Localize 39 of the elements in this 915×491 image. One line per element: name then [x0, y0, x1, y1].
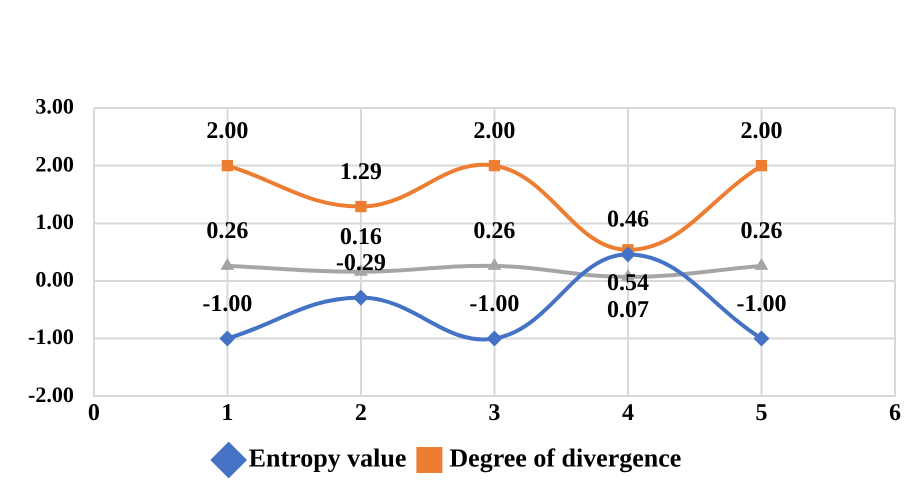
x-tick-label: 0: [88, 400, 100, 426]
point: [486, 330, 502, 347]
x-tick-label: 2: [354, 400, 367, 426]
x-tick-label: 6: [889, 400, 901, 426]
point: [756, 160, 768, 172]
data-label: 2.00: [206, 118, 248, 144]
point: [219, 330, 236, 347]
data-label: 0.07: [606, 297, 649, 324]
point: [355, 200, 367, 212]
x-tick-label: 3: [488, 400, 500, 426]
point: [753, 330, 770, 347]
point: [352, 290, 369, 306]
legend-label: Degree of divergence: [449, 444, 682, 473]
data-label: -1.00: [469, 290, 520, 317]
data-label: 0.26: [206, 218, 248, 244]
x-tick-label: 1: [221, 400, 234, 426]
y-tick-label: -1.00: [28, 324, 74, 350]
y-tick-label: 1.00: [35, 208, 74, 234]
point: [488, 160, 500, 172]
x-tick-label: 5: [755, 400, 768, 426]
data-label: 2.00: [740, 118, 782, 144]
y-tick-label: 2.00: [35, 151, 74, 176]
data-label: 0.16: [340, 224, 382, 250]
y-tick-label: -2.00: [28, 382, 74, 407]
data-label: 0.26: [740, 218, 782, 244]
legend-label: Entropy value: [248, 444, 406, 473]
x-tick-label: 4: [622, 400, 634, 426]
data-label: -0.29: [336, 250, 386, 276]
data-label: -1.00: [202, 290, 252, 317]
data-label: 0.46: [606, 206, 649, 233]
data-label: 1.29: [340, 158, 382, 185]
y-tick-label: 0.00: [35, 266, 74, 292]
data-label: -1.00: [736, 290, 786, 317]
data-label: 0.26: [473, 218, 516, 244]
y-tick-label: 3.00: [35, 94, 74, 119]
point: [620, 246, 636, 262]
data-label: 2.00: [473, 118, 516, 144]
data-label: 0.54: [606, 270, 649, 296]
point: [222, 160, 234, 172]
